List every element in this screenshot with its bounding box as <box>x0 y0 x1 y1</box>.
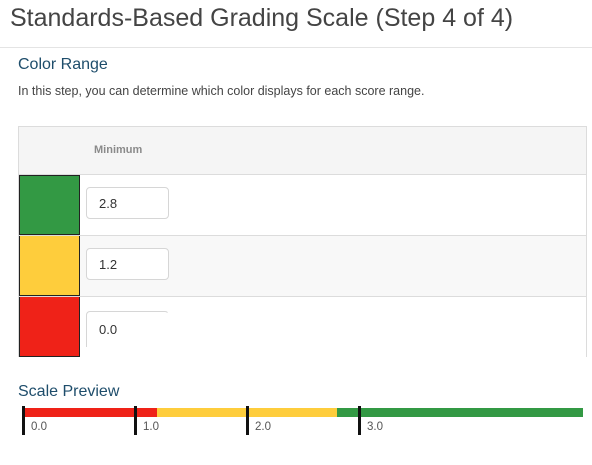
scale-tick-mark <box>358 406 361 435</box>
range-row-green <box>19 175 586 236</box>
scale-tick-label: 3.0 <box>367 421 383 433</box>
color-swatch-green[interactable] <box>19 175 80 235</box>
minimum-column-header: Minimum <box>94 144 143 156</box>
scale-tick-mark <box>134 406 137 435</box>
scale-tick-label: 0.0 <box>31 421 47 433</box>
scale-tick-label: 2.0 <box>255 421 271 433</box>
scale-tick-mark <box>22 406 25 435</box>
scale-tick-label: 1.0 <box>143 421 159 433</box>
step-description: In this step, you can determine which co… <box>18 84 425 98</box>
minimum-input-green[interactable] <box>86 187 169 219</box>
minimum-input-red[interactable] <box>86 311 169 347</box>
scale-preview-heading: Scale Preview <box>18 383 120 400</box>
title-divider <box>0 47 592 48</box>
color-range-table: Minimum <box>18 126 587 357</box>
page-title: Standards-Based Grading Scale (Step 4 of… <box>10 4 514 32</box>
color-swatch-yellow[interactable] <box>19 236 80 296</box>
minimum-input-yellow[interactable] <box>86 248 169 280</box>
scale-segment <box>23 408 158 417</box>
scale-preview-bar <box>23 408 583 417</box>
scale-tick-mark <box>246 406 249 435</box>
table-header: Minimum <box>19 127 586 175</box>
color-swatch-red[interactable] <box>19 297 80 357</box>
range-row-yellow <box>19 236 586 297</box>
color-range-heading: Color Range <box>18 56 108 73</box>
range-row-red <box>19 297 586 357</box>
scale-segment <box>336 408 583 417</box>
